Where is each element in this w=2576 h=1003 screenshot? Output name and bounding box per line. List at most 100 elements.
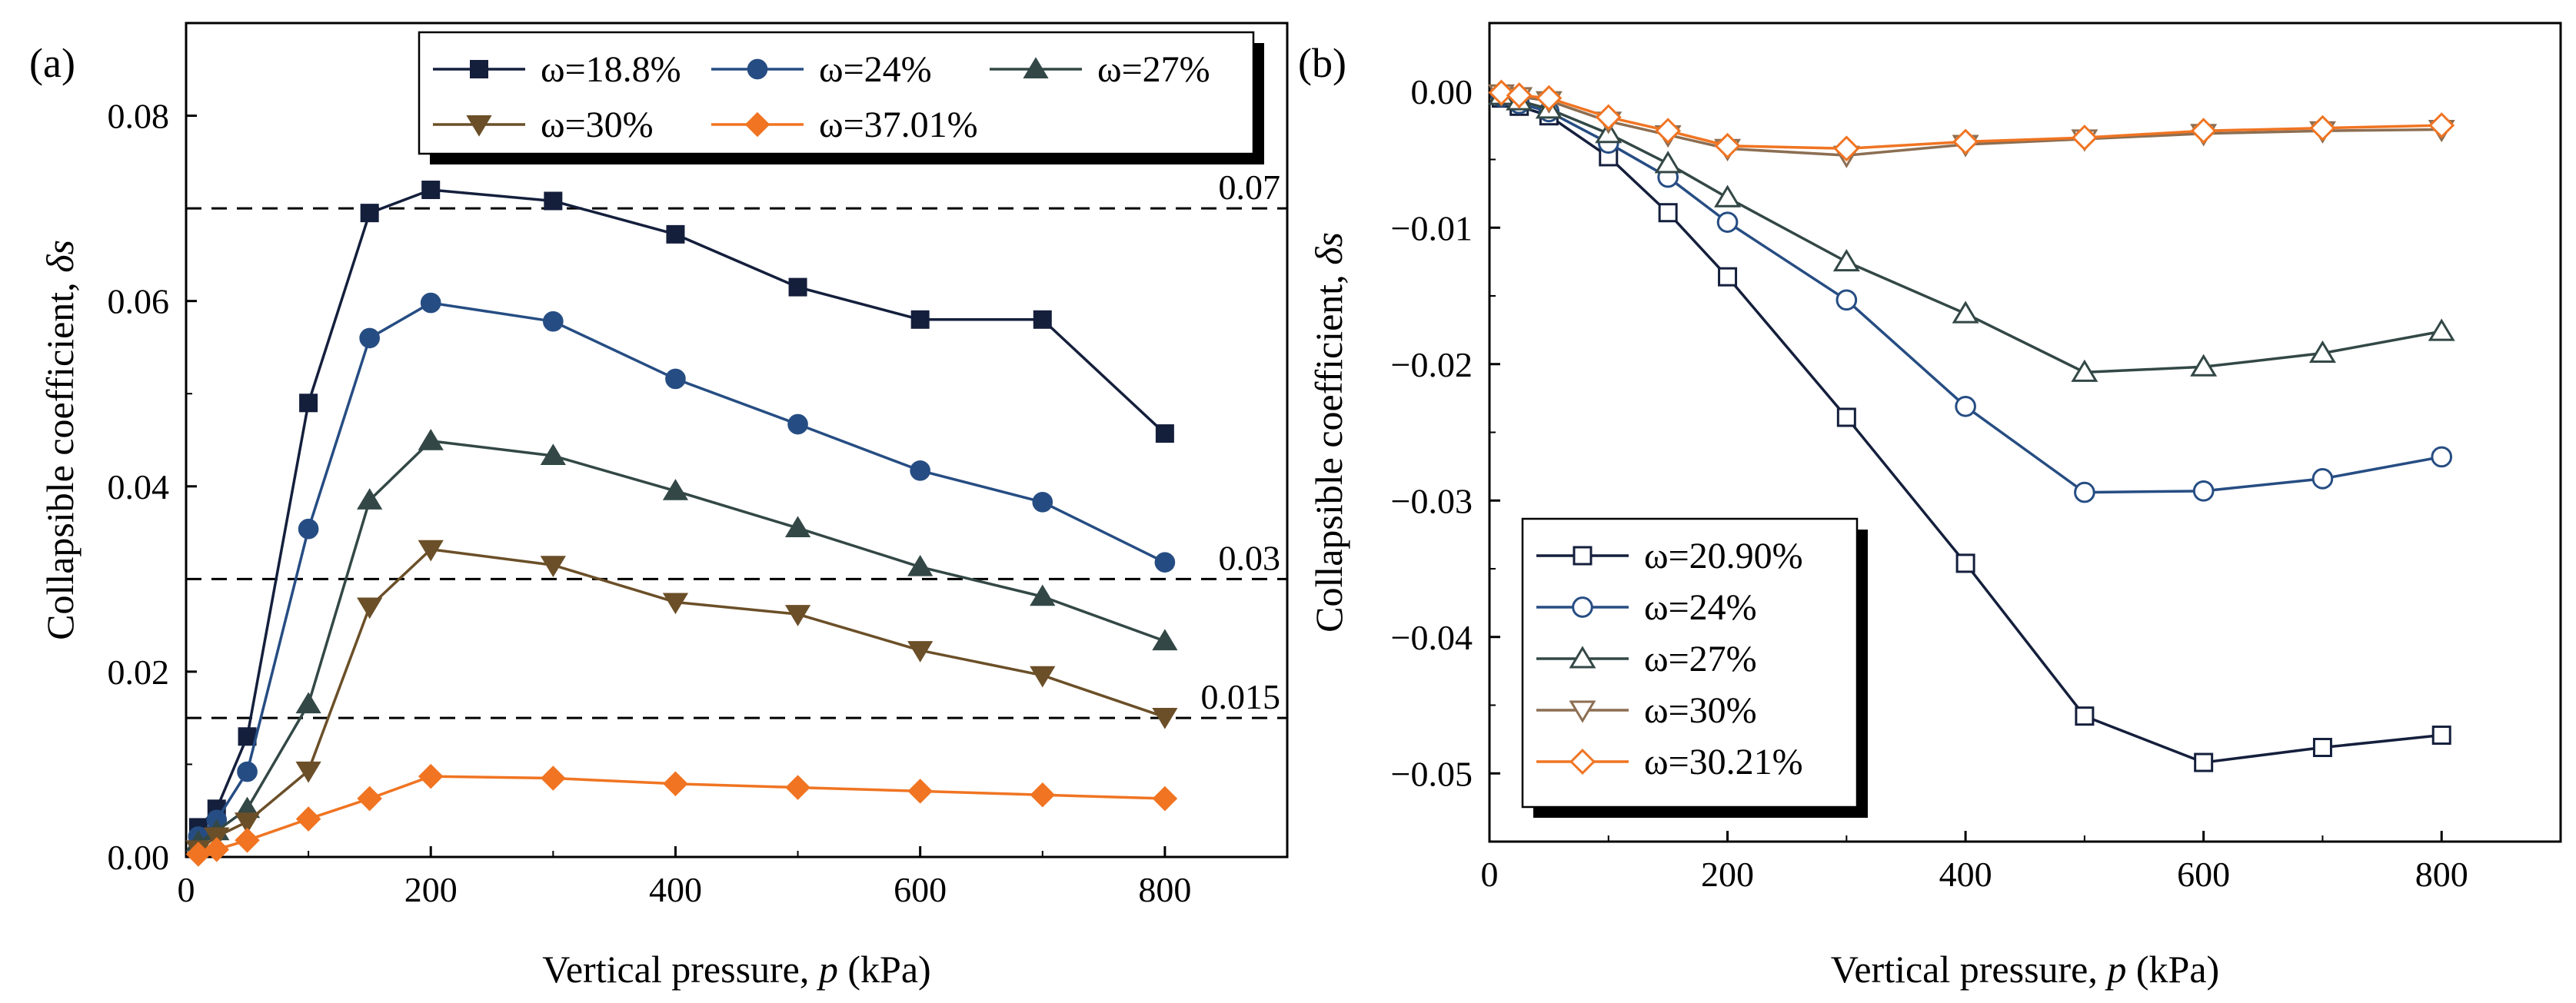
data-point <box>295 761 321 783</box>
y-tick-label: −0.05 <box>1391 754 1473 793</box>
legend-label: ω=18.8% <box>541 49 681 90</box>
legend-box <box>418 31 1255 155</box>
data-point <box>1658 203 1678 223</box>
data-point <box>665 368 686 390</box>
x-axis-label-suffix: (kPa) <box>838 948 931 991</box>
data-point <box>234 812 261 834</box>
data-point <box>2075 706 2095 726</box>
data-point <box>910 460 930 481</box>
data-point <box>1714 184 1742 208</box>
x-tick-label: 600 <box>2177 855 2230 894</box>
data-point <box>540 443 566 465</box>
y-tick-label: −0.02 <box>1391 345 1473 384</box>
data-point <box>360 204 379 223</box>
plot-frame <box>185 22 1289 859</box>
data-point <box>1155 424 1174 443</box>
data-point <box>1595 104 1622 131</box>
data-point <box>1716 211 1739 233</box>
x-tick-label: 0 <box>178 870 195 909</box>
legend-marker <box>744 111 770 138</box>
y-axis-label-variable: δs <box>38 240 82 273</box>
x-axis-label: Vertical pressure, p (kPa) <box>1831 948 2219 991</box>
legend: ω=20.90% ω=24% ω=27% ω=30% ω=30.21% <box>1521 517 1868 818</box>
series-line <box>1500 95 2442 494</box>
data-point <box>2431 726 2451 746</box>
legend-marker <box>466 115 492 137</box>
x-tick-label: 800 <box>1138 870 1191 909</box>
data-point <box>907 779 933 804</box>
legend-label: ω=37.01% <box>819 105 978 145</box>
data-point <box>295 692 321 714</box>
data-point <box>2431 446 2453 468</box>
data-point <box>907 641 934 663</box>
data-point <box>235 828 260 853</box>
data-point <box>2308 340 2336 364</box>
legend-label: ω=20.90% <box>1644 536 1803 576</box>
data-point <box>540 556 566 577</box>
data-point <box>1655 118 1682 144</box>
data-point <box>2074 481 2095 503</box>
data-point <box>295 806 321 832</box>
legend-label: ω=30% <box>1644 690 1757 731</box>
data-point <box>204 837 230 862</box>
data-point <box>1152 707 1178 729</box>
legend-marker <box>1569 749 1596 775</box>
y-tick-label: 0.02 <box>108 653 170 692</box>
y-tick-label: 0.04 <box>108 467 170 506</box>
x-axis-label-prefix: Vertical pressure, <box>542 948 819 991</box>
series-line <box>197 188 1167 829</box>
data-point <box>2428 112 2455 139</box>
y-tick-label: 0.00 <box>108 838 170 877</box>
panel-label: (b) <box>1298 40 1346 86</box>
x-axis-label-variable: p <box>2105 948 2126 991</box>
x-axis-label: Vertical pressure, p (kPa) <box>542 948 930 991</box>
y-tick-label: −0.04 <box>1391 618 1473 657</box>
data-point <box>1030 584 1056 606</box>
data-point <box>357 488 383 510</box>
data-point <box>787 413 808 435</box>
data-point <box>663 771 688 797</box>
data-point <box>907 554 934 576</box>
data-point <box>420 292 441 314</box>
data-point <box>662 593 689 615</box>
data-point <box>2192 480 2215 502</box>
data-point <box>1836 407 1856 427</box>
y-axis-label: Collapsible coefficient, δs <box>1307 232 1350 633</box>
x-tick-label: 800 <box>2415 855 2468 894</box>
data-point <box>1832 248 1860 272</box>
legend-label: ω=24% <box>1644 587 1757 628</box>
data-point <box>2312 738 2332 758</box>
data-point <box>1654 151 1682 174</box>
y-tick-label: 0.08 <box>108 97 170 136</box>
data-point <box>1714 132 1741 159</box>
data-point <box>1955 553 1975 573</box>
data-point <box>2194 752 2214 772</box>
legend-label: ω=27% <box>1644 639 1757 679</box>
legend-marker <box>1573 546 1593 566</box>
data-point <box>1030 666 1056 688</box>
panel-label: (a) <box>29 40 75 86</box>
legend-marker <box>470 60 488 78</box>
data-point <box>237 761 258 782</box>
data-point <box>2071 359 2098 382</box>
legend-label: ω=24% <box>819 49 932 90</box>
data-point <box>418 763 444 789</box>
data-point <box>1835 289 1858 311</box>
data-point <box>1152 785 1178 812</box>
data-point <box>1506 82 1533 109</box>
data-point <box>1952 301 1979 324</box>
data-point <box>785 775 810 800</box>
data-point <box>788 277 807 297</box>
legend-label: ω=27% <box>1097 49 1210 90</box>
data-point <box>2309 115 2336 141</box>
chart-panel-b: 0 200 400 600 800 0.00 −0.01 −0.02 −0.03 −0.04 −0.… <box>1298 22 2562 991</box>
data-point <box>1952 128 1979 155</box>
data-point <box>418 540 444 562</box>
y-axis-label-variable: δs <box>1307 232 1350 265</box>
data-point <box>359 327 380 349</box>
data-point <box>1833 135 1860 162</box>
data-point <box>1030 782 1056 808</box>
data-point <box>784 605 811 626</box>
data-point <box>1718 267 1738 287</box>
